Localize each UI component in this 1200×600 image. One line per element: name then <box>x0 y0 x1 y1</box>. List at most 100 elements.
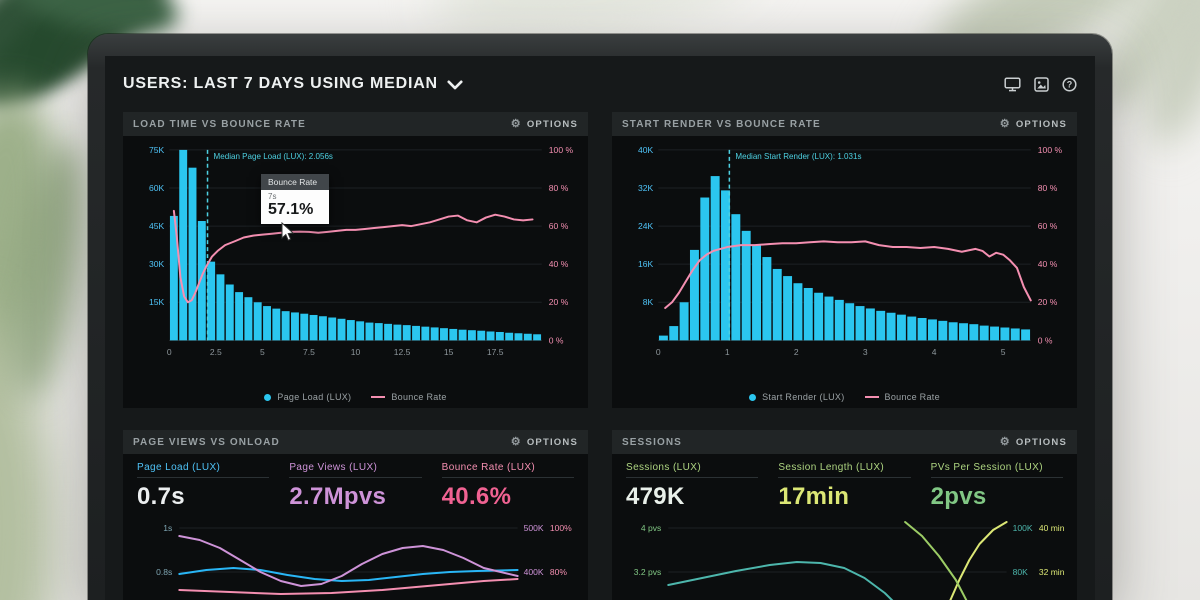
histogram-bar[interactable] <box>272 308 281 341</box>
histogram-bar[interactable] <box>783 276 793 341</box>
histogram-bar[interactable] <box>495 331 504 341</box>
histogram-bar[interactable] <box>374 323 383 341</box>
histogram-bar[interactable] <box>896 314 906 341</box>
axis-tick-label: 24K <box>638 221 654 231</box>
load-time-histogram[interactable]: 75K 60K 45K 30K 15K 100 % 80 % 60 % 40 % 20 % 0 % 0… <box>135 138 576 386</box>
histogram-bar[interactable] <box>384 323 393 341</box>
histogram-bar[interactable] <box>169 215 178 341</box>
histogram-bar[interactable] <box>1021 329 1031 341</box>
histogram-bar[interactable] <box>824 296 834 341</box>
histogram-bar[interactable] <box>253 302 262 341</box>
histogram-bar[interactable] <box>803 287 813 341</box>
histogram-bar[interactable] <box>523 333 532 341</box>
histogram-bar[interactable] <box>467 330 476 341</box>
legend-item[interactable]: Bounce Rate <box>864 392 940 402</box>
histogram-bar[interactable] <box>440 328 448 341</box>
histogram-bar[interactable] <box>762 257 772 341</box>
histogram-bar[interactable] <box>337 318 346 341</box>
histogram-bars[interactable] <box>169 149 542 341</box>
histogram-bar[interactable] <box>244 297 253 341</box>
histogram-bar[interactable] <box>669 326 679 341</box>
options-button[interactable]: ⚙ OPTIONS <box>511 118 578 130</box>
histogram-bar[interactable] <box>1010 328 1020 341</box>
axis-tick-label: 7.5 <box>303 347 315 357</box>
legend-item[interactable]: Bounce Rate <box>371 392 446 402</box>
histogram-bar[interactable] <box>216 274 225 341</box>
histogram-bar[interactable] <box>979 325 989 341</box>
histogram-bar[interactable] <box>393 324 402 341</box>
legend-item[interactable]: Page Load (LUX) <box>264 392 351 402</box>
histogram-bar[interactable] <box>356 321 365 341</box>
display-icon[interactable] <box>1004 76 1021 92</box>
histogram-bar[interactable] <box>741 230 751 341</box>
histogram-bar[interactable] <box>834 299 844 341</box>
histogram-bar[interactable] <box>927 319 937 341</box>
histogram-bar[interactable] <box>533 334 542 341</box>
histogram-bar[interactable] <box>855 306 865 341</box>
histogram-bar[interactable] <box>917 317 927 341</box>
histogram-bar[interactable] <box>938 320 948 341</box>
histogram-bar[interactable] <box>772 268 782 341</box>
histogram-bar[interactable] <box>346 320 355 341</box>
histogram-bar[interactable] <box>1000 327 1010 341</box>
histogram-bar[interactable] <box>291 312 299 341</box>
histogram-bar[interactable] <box>207 261 216 341</box>
histogram-bars[interactable] <box>658 176 1031 341</box>
histogram-bar[interactable] <box>281 311 290 341</box>
histogram-bar[interactable] <box>179 149 188 341</box>
histogram-bar[interactable] <box>477 330 486 341</box>
histogram-bar[interactable] <box>679 302 689 341</box>
histogram-bar[interactable] <box>752 245 762 341</box>
histogram-bar[interactable] <box>731 214 741 341</box>
export-image-icon[interactable] <box>1034 76 1049 92</box>
histogram-bar[interactable] <box>700 197 710 341</box>
histogram-bar[interactable] <box>328 317 337 341</box>
start-render-histogram-chart[interactable]: 40K 32K 24K 16K 8K 100 % 80 % 60 % 40 % 20 % 0 % 0 1… <box>612 136 1077 386</box>
histogram-bar[interactable] <box>486 331 495 341</box>
histogram-bar[interactable] <box>449 328 458 341</box>
histogram-bar[interactable] <box>300 313 309 341</box>
histogram-bar[interactable] <box>845 303 855 341</box>
histogram-bar[interactable] <box>710 176 720 341</box>
histogram-bar[interactable] <box>412 325 420 341</box>
histogram-bar[interactable] <box>197 221 206 341</box>
dashboard-title-dropdown[interactable]: USERS: LAST 7 DAYS USING MEDIAN <box>123 75 463 93</box>
options-button[interactable]: ⚙ OPTIONS <box>511 436 578 448</box>
histogram-bar[interactable] <box>402 325 411 341</box>
histogram-bar[interactable] <box>948 322 958 341</box>
histogram-bar[interactable] <box>721 190 730 341</box>
histogram-bar[interactable] <box>814 292 824 341</box>
histogram-bar[interactable] <box>430 327 439 341</box>
histogram-bar[interactable] <box>225 284 234 341</box>
histogram-bar[interactable] <box>318 316 327 341</box>
load-time-histogram-chart[interactable]: Bounce Rate 7s 57.1% 75K 60K 45K 30K 15K 100 … <box>123 136 588 386</box>
histogram-bar[interactable] <box>907 316 917 341</box>
sessions-timeseries-chart[interactable]: 4 pvs 100K 40 min 3.2 pvs 80K 32 min <box>612 516 1077 600</box>
options-button[interactable]: ⚙ OPTIONS <box>1000 118 1067 130</box>
histogram-bar[interactable] <box>969 324 979 341</box>
histogram-bar[interactable] <box>309 314 318 341</box>
page-views-lines[interactable]: 1s 500K 100% 0.8s 400K 80% <box>135 518 576 600</box>
sessions-lines[interactable]: 4 pvs 100K 40 min 3.2 pvs 80K 32 min <box>624 518 1065 600</box>
page-views-timeseries-chart[interactable]: 1s 500K 100% 0.8s 400K 80% <box>123 516 588 600</box>
start-render-histogram[interactable]: 40K 32K 24K 16K 8K 100 % 80 % 60 % 40 % 20 % 0 % 0 1… <box>624 138 1065 386</box>
histogram-bar[interactable] <box>188 167 197 341</box>
histogram-bar[interactable] <box>514 333 523 341</box>
histogram-bar[interactable] <box>876 310 886 341</box>
options-button[interactable]: ⚙ OPTIONS <box>1000 436 1067 448</box>
histogram-bar[interactable] <box>865 308 875 341</box>
histogram-bar[interactable] <box>421 326 430 341</box>
legend-item[interactable]: Start Render (LUX) <box>749 392 844 402</box>
histogram-bar[interactable] <box>793 283 803 341</box>
histogram-bar[interactable] <box>458 329 467 341</box>
histogram-bar[interactable] <box>505 332 514 341</box>
histogram-bar[interactable] <box>959 323 968 341</box>
histogram-bar[interactable] <box>235 292 244 341</box>
histogram-bar[interactable] <box>886 312 896 341</box>
histogram-bar[interactable] <box>263 306 271 341</box>
histogram-bar[interactable] <box>689 249 699 341</box>
histogram-bar[interactable] <box>658 335 668 341</box>
help-icon[interactable]: ? <box>1062 76 1077 92</box>
histogram-bar[interactable] <box>990 326 1000 341</box>
histogram-bar[interactable] <box>365 322 374 341</box>
